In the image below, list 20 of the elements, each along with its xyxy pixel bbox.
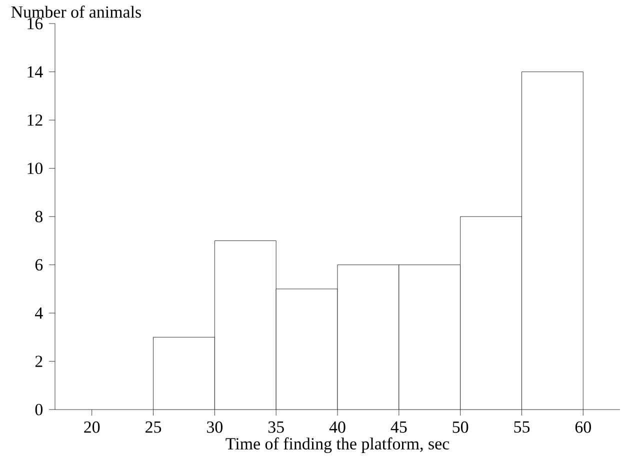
y-tick-label: 12 [28, 114, 42, 126]
y-tick-label: 16 [28, 18, 43, 30]
x-axis-title: Time of finding the platform, sec [226, 438, 450, 454]
x-tick-label: 35 [268, 422, 284, 434]
y-tick-label: 8 [35, 211, 43, 222]
y-axis-title: Number of animals [11, 6, 141, 18]
x-tick-label: 20 [84, 422, 100, 434]
y-tick-label: 4 [35, 308, 43, 319]
y-tick-label: 2 [35, 356, 42, 368]
x-tick-label: 40 [329, 422, 346, 434]
x-tick-label: 60 [575, 422, 591, 434]
y-tick-label: 6 [35, 259, 43, 271]
y-tick-label: 10 [28, 162, 43, 174]
x-tick-label: 30 [207, 422, 223, 434]
y-tick-label: 14 [28, 66, 43, 78]
x-tick-label: 55 [514, 422, 530, 433]
x-tick-label: 50 [452, 422, 468, 434]
y-tick-label: 0 [35, 404, 43, 416]
x-tick-label: 45 [390, 422, 407, 433]
x-tick-label: 25 [146, 422, 162, 434]
